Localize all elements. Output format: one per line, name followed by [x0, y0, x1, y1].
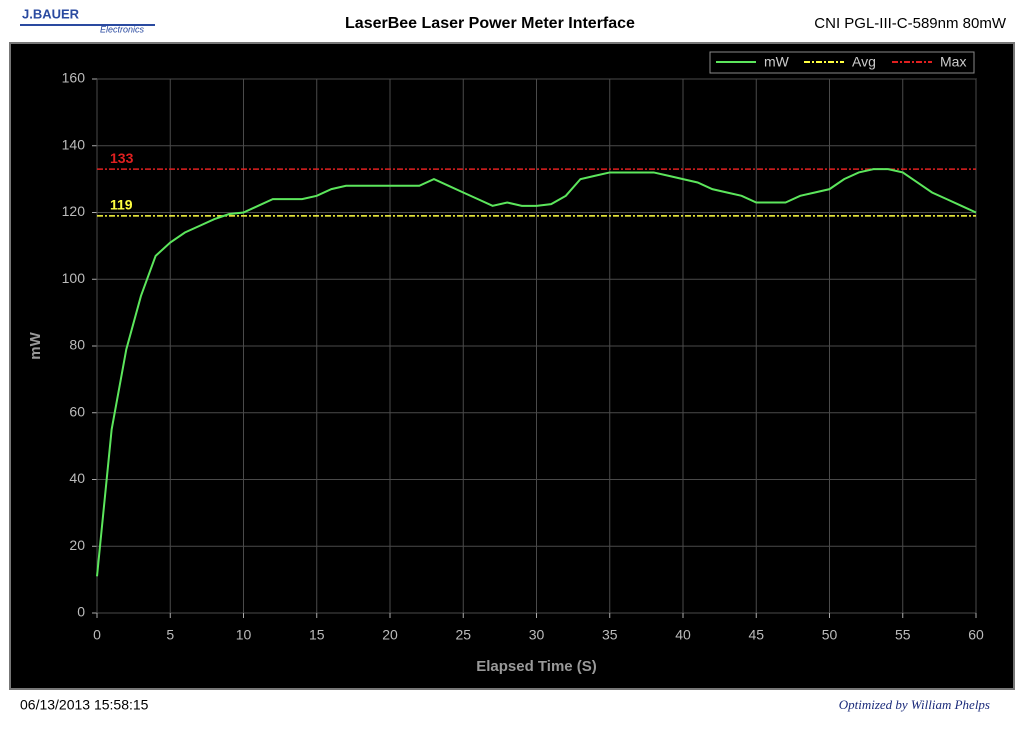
- y-tick-label: 80: [69, 337, 85, 353]
- reference-label: 119: [110, 197, 133, 213]
- logo-sub: Electronics: [100, 24, 145, 34]
- y-tick-label: 60: [69, 403, 85, 419]
- y-tick-label: 160: [62, 70, 86, 86]
- logo-box: [20, 6, 98, 24]
- reference-label: 133: [110, 150, 134, 166]
- x-tick-label: 25: [455, 627, 471, 643]
- chart-title: LaserBee Laser Power Meter Interface: [345, 15, 635, 32]
- y-tick-label: 40: [69, 470, 85, 486]
- x-tick-label: 50: [822, 627, 838, 643]
- data-line: [96, 168, 977, 577]
- device-label: CNI PGL-III-C-589nm 80mW: [814, 15, 1007, 32]
- x-tick-label: 15: [309, 627, 325, 643]
- x-tick-label: 5: [166, 627, 174, 643]
- x-tick-label: 60: [968, 627, 984, 643]
- x-tick-label: 40: [675, 627, 691, 643]
- x-tick-label: 20: [382, 627, 398, 643]
- y-tick-label: 120: [62, 203, 86, 219]
- y-axis-label: mW: [27, 331, 44, 359]
- legend-label: mW: [764, 54, 790, 70]
- x-tick-label: 10: [236, 627, 252, 643]
- x-tick-label: 35: [602, 627, 618, 643]
- y-tick-label: 0: [77, 604, 85, 620]
- x-tick-label: 55: [895, 627, 911, 643]
- legend-label: Avg: [852, 54, 876, 70]
- y-tick-label: 140: [62, 136, 86, 152]
- credit: Optimized by William Phelps: [839, 697, 990, 712]
- logo: J.BAUER: [22, 6, 80, 21]
- y-tick-label: 100: [62, 270, 86, 286]
- y-tick-label: 20: [69, 537, 85, 553]
- x-tick-label: 45: [748, 627, 764, 643]
- x-tick-label: 30: [529, 627, 545, 643]
- timestamp: 06/13/2013 15:58:15: [20, 697, 149, 713]
- x-axis-label: Elapsed Time (S): [476, 658, 597, 675]
- legend-label: Max: [940, 54, 966, 70]
- x-tick-label: 0: [93, 627, 101, 643]
